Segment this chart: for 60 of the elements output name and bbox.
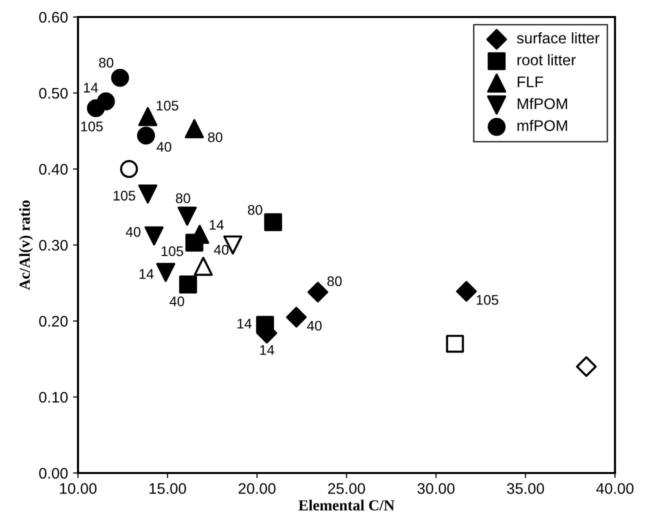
- annotation: 105: [114, 190, 136, 201]
- point: [576, 356, 597, 377]
- x-tick-label: 30.00: [417, 483, 455, 494]
- y-tick-label: 0.00: [39, 468, 68, 479]
- point: [144, 226, 164, 246]
- annotation: 40: [214, 244, 229, 255]
- point: [156, 262, 176, 282]
- y-tick-label: 0.10: [39, 392, 68, 403]
- point: [179, 276, 198, 294]
- point: [178, 206, 197, 226]
- x-axis-title: Elemental C/N: [298, 500, 394, 510]
- legend-label: surface litter: [516, 32, 600, 44]
- point: [86, 99, 105, 118]
- y-tick-label: 0.40: [39, 164, 68, 175]
- x-tick-label: 25.00: [328, 483, 366, 494]
- annotation: 40: [156, 142, 172, 152]
- point: [111, 68, 130, 87]
- point: [286, 306, 307, 328]
- point: [120, 160, 138, 178]
- y-tick-label: 0.30: [39, 240, 68, 251]
- point: [137, 126, 155, 145]
- point: [184, 119, 204, 138]
- annotation: 105: [162, 246, 184, 256]
- x-tick-label: 20.00: [238, 483, 276, 494]
- annotation: 105: [81, 122, 103, 132]
- y-axis-title: Ac/Al(v) ratio: [19, 200, 33, 290]
- point: [138, 184, 158, 204]
- point: [256, 316, 274, 334]
- annotation: 40: [170, 296, 184, 306]
- point: [446, 334, 464, 353]
- legend-label: root litter: [518, 54, 576, 66]
- point: [138, 107, 158, 126]
- x-tick-label: 10.00: [60, 483, 97, 494]
- y-tick-label: 0.20: [39, 316, 68, 327]
- annotation: 80: [327, 276, 342, 286]
- annotation: 105: [476, 294, 498, 305]
- annotation: 80: [208, 132, 222, 142]
- point: [308, 282, 328, 302]
- annotation: 40: [126, 226, 140, 237]
- annotation: 14: [210, 220, 224, 230]
- annotation: 40: [307, 320, 322, 331]
- x-tick-label: 15.00: [150, 483, 186, 494]
- point: [456, 281, 477, 302]
- y-tick-label: 0.60: [39, 12, 68, 23]
- x-tick-label: 35.00: [506, 483, 544, 494]
- y-tick-label: 0.50: [39, 88, 68, 99]
- point: [264, 213, 282, 232]
- annotation: 14: [260, 345, 274, 355]
- annotation: 80: [248, 204, 262, 215]
- annotation: 14: [238, 318, 252, 328]
- annotation: 14: [140, 269, 154, 279]
- point: [194, 256, 213, 276]
- annotation: 105: [156, 100, 178, 111]
- x-tick-label: 40.00: [596, 483, 634, 494]
- annotation: 80: [176, 193, 190, 204]
- legend-label: FLF: [518, 76, 544, 88]
- annotation: 14: [84, 82, 98, 92]
- annotation: 80: [99, 58, 114, 68]
- legend-label: MfPOM: [518, 98, 568, 110]
- legend-label: mfPOM: [518, 120, 568, 132]
